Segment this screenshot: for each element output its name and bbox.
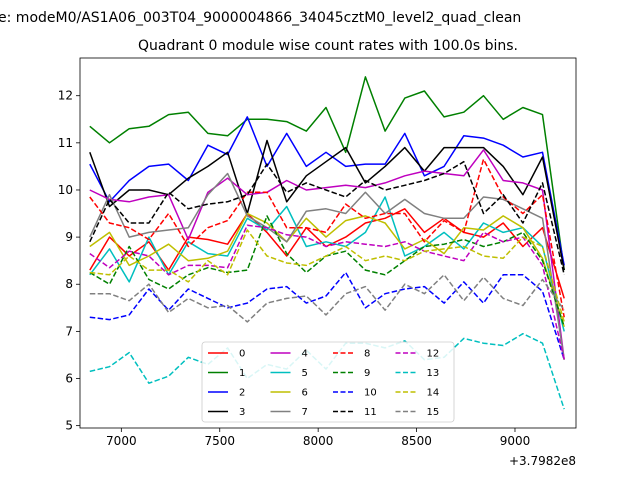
series-lines xyxy=(89,76,565,410)
legend-label: 10 xyxy=(364,388,377,399)
y-tick-label: 9 xyxy=(65,230,73,244)
series-line-15 xyxy=(89,274,565,323)
legend-label: 13 xyxy=(427,368,440,379)
legend-label: 2 xyxy=(239,388,245,399)
y-tick-label: 7 xyxy=(65,324,73,338)
series-line-2 xyxy=(89,116,565,266)
legend-label: 7 xyxy=(302,407,308,418)
y-tick-label: 5 xyxy=(65,419,73,433)
legend-label: 4 xyxy=(302,349,308,360)
series-line-7 xyxy=(89,172,565,360)
plot-frame xyxy=(79,57,577,429)
legend-label: 1 xyxy=(239,368,245,379)
legend-label: 0 xyxy=(239,349,245,360)
legend-label: 5 xyxy=(302,368,308,379)
legend-label: 14 xyxy=(427,388,440,399)
legend-label: 12 xyxy=(427,349,440,360)
legend-label: 11 xyxy=(364,407,377,418)
legend-label: 6 xyxy=(302,388,308,399)
x-tick-label: 8500 xyxy=(401,434,432,448)
y-tick-label: 11 xyxy=(58,136,73,150)
legend-box xyxy=(201,341,455,423)
x-axis: 7000 7500 8000 8500 9000 xyxy=(106,428,530,448)
x-tick-label: 7000 xyxy=(106,434,137,448)
x-tick-label: 9000 xyxy=(500,434,531,448)
x-offset-label: +3.7982e8 xyxy=(509,454,576,468)
series-line-1 xyxy=(89,76,565,271)
series-line-6 xyxy=(89,212,565,327)
y-tick-label: 10 xyxy=(58,183,73,197)
y-tick-label: 6 xyxy=(65,372,73,386)
series-line-10 xyxy=(89,271,565,360)
chart-suptitle: n file: modeM0/AS1A06_003T04_9000004866_… xyxy=(0,10,521,26)
series-line-14 xyxy=(89,229,565,323)
y-tick-label: 12 xyxy=(58,89,73,103)
series-line-4 xyxy=(89,149,565,360)
legend-label: 15 xyxy=(427,407,440,418)
chart-title: Quadrant 0 module wise count rates with … xyxy=(138,38,518,54)
legend-label: 3 xyxy=(239,407,245,418)
x-tick-label: 8000 xyxy=(303,434,334,448)
series-line-12 xyxy=(89,224,565,360)
legend-label: 9 xyxy=(364,368,370,379)
y-tick-label: 8 xyxy=(65,277,73,291)
legend-label: 8 xyxy=(364,349,370,360)
y-axis: 5 6 7 8 9 10 11 12 xyxy=(58,89,80,433)
x-tick-label: 7500 xyxy=(204,434,235,448)
series-line-11 xyxy=(89,160,565,275)
